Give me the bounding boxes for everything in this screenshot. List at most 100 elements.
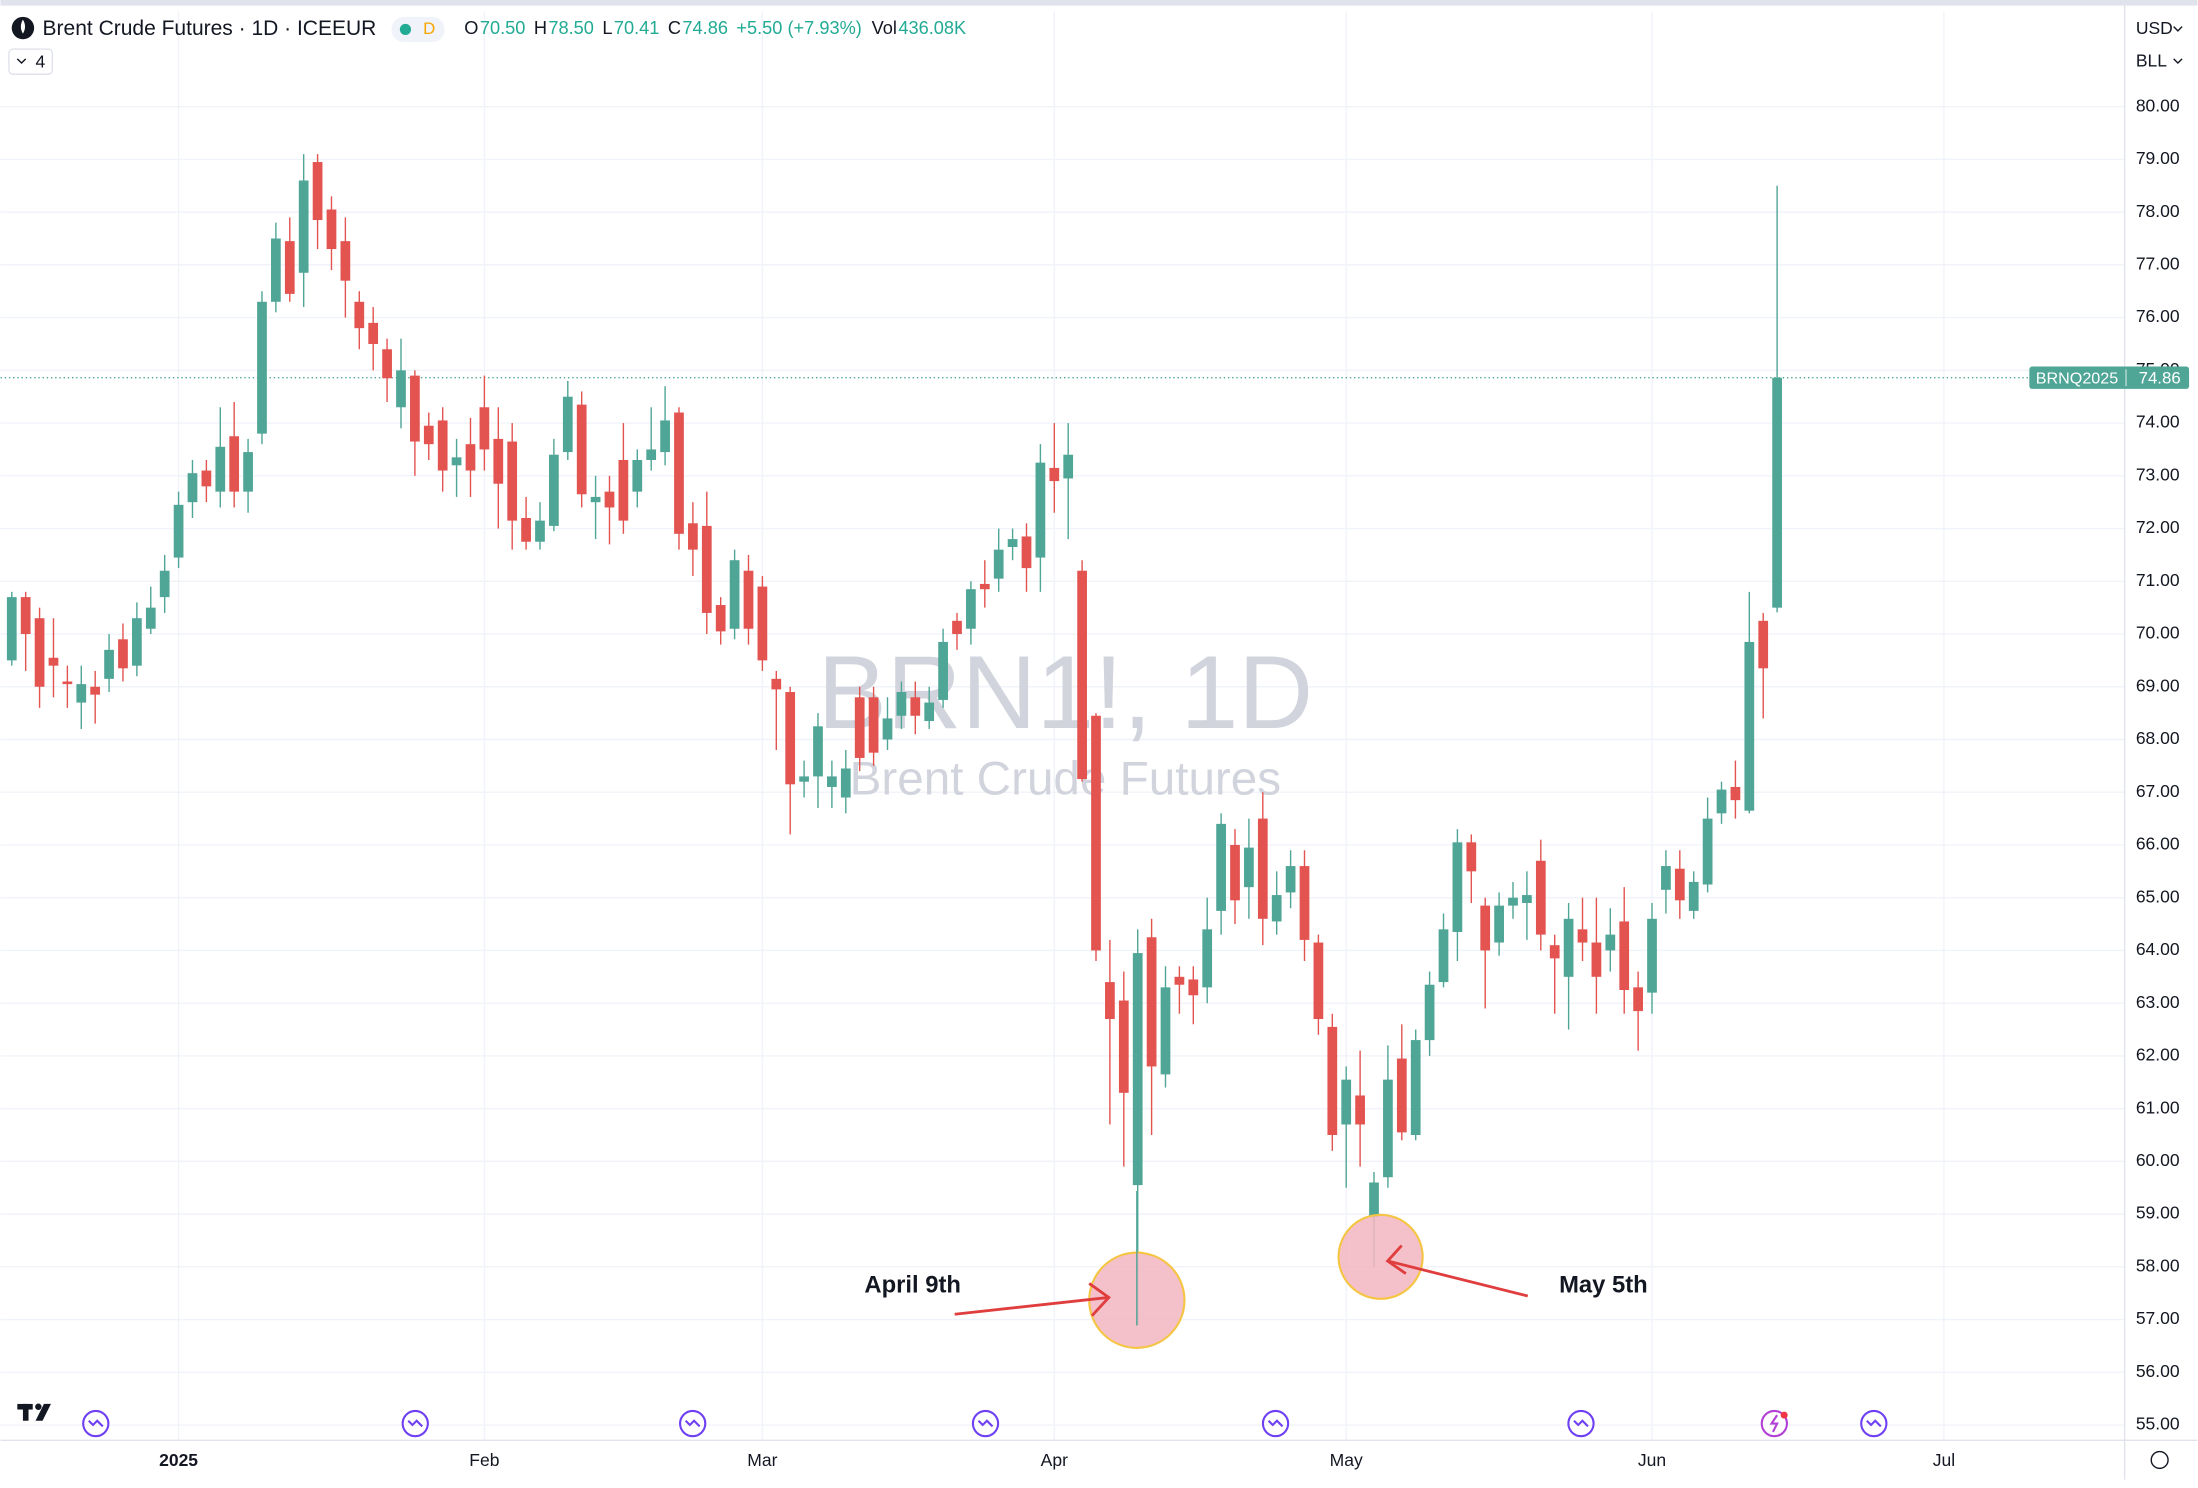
event-alert-dot: [1780, 1411, 1788, 1419]
watermark-subtitle: Brent Crude Futures: [850, 752, 1281, 805]
candle-body: [145, 607, 156, 629]
candle-body: [20, 597, 31, 635]
price-axis: 55.00 56.00 57.00 58.00 59.00 60.00 61.00 62.00…: [2029, 95, 2190, 1434]
candle-body: [1077, 570, 1087, 780]
candle-body: [1480, 905, 1491, 951]
candle-body: [1494, 905, 1504, 943]
y-tick-label: 59.00: [2136, 1203, 2180, 1223]
candle-body: [1619, 921, 1630, 990]
legend-label: O: [464, 18, 478, 38]
candle-body: [451, 457, 462, 466]
y-tick-label: 61.00: [2136, 1097, 2180, 1117]
candle-body: [410, 375, 420, 442]
candle-body: [590, 496, 601, 503]
candle-body: [243, 452, 253, 492]
candle-body: [1688, 881, 1699, 911]
candle-body: [1313, 942, 1324, 1019]
symbol-icon-drop: [20, 19, 26, 34]
candle-body: [827, 776, 837, 787]
y-tick-label: 62.00: [2136, 1045, 2180, 1065]
candle-body: [660, 420, 670, 453]
candle-body: [1438, 929, 1449, 983]
candle-body: [924, 702, 935, 722]
candle-body: [1118, 1000, 1129, 1093]
candle-body: [1466, 842, 1477, 872]
candle-body: [1230, 844, 1240, 901]
legend-label: H: [534, 18, 547, 38]
toggle-caret: [16, 58, 27, 65]
y-tick-label: 71.00: [2136, 570, 2180, 590]
x-tick-label: May: [1330, 1450, 1363, 1470]
candle-body: [896, 692, 907, 716]
price-tag-value: 74.86: [2139, 369, 2181, 388]
candle-body: [354, 301, 365, 329]
y-tick-label: 60.00: [2136, 1150, 2180, 1170]
candle-body: [34, 618, 45, 687]
candle-body: [1522, 895, 1532, 903]
candle-body: [1188, 979, 1199, 996]
candle-body: [535, 520, 545, 542]
legend-value: 436.08K: [898, 18, 966, 38]
annotation-circle: [1337, 1213, 1424, 1300]
candle-body: [1396, 1058, 1407, 1133]
indicators-toggle[interactable]: [8, 48, 54, 75]
candle-body: [715, 605, 726, 632]
candle-body: [1007, 539, 1018, 548]
candle-body: [1605, 934, 1616, 951]
symbol-title[interactable]: Brent Crude Futures · 1D · ICEEUR: [43, 17, 377, 40]
annotation-label: April 9th: [864, 1272, 961, 1299]
y-tick-label: 69.00: [2136, 675, 2180, 695]
y-tick-label: 57.00: [2136, 1308, 2180, 1328]
x-tick-label: 2025: [159, 1450, 198, 1470]
candle-body: [1355, 1095, 1365, 1125]
candle-body: [1160, 987, 1171, 1075]
candle-body: [1716, 789, 1727, 814]
candle-body: [76, 684, 87, 703]
candle-body: [118, 639, 128, 669]
candle-body: [1410, 1040, 1421, 1136]
candle-body: [257, 301, 267, 434]
candle-body: [1327, 1026, 1338, 1136]
annotation-label: May 5th: [1559, 1272, 1648, 1299]
ohlc-legend: O 70.50 H 78.50 L 70.41 C 74.86 +5.50 (+7.93%) Vo…: [464, 18, 966, 38]
candle-body: [173, 504, 184, 558]
unit-select[interactable]: BLL: [2136, 50, 2167, 70]
candle-body: [813, 726, 823, 777]
y-tick-label: 65.00: [2136, 886, 2180, 906]
currency-select[interactable]: USD: [2136, 18, 2173, 38]
candle-body: [646, 449, 657, 460]
candle-body: [48, 657, 59, 666]
candle-body: [382, 349, 392, 379]
candle-body: [1271, 895, 1282, 922]
y-tick-label: 64.00: [2136, 939, 2180, 959]
candle-body: [771, 678, 782, 690]
candle-body: [298, 180, 309, 273]
candle-body: [632, 459, 643, 492]
candle-body: [6, 597, 17, 661]
candle-body: [938, 641, 948, 700]
candle-body: [757, 586, 768, 661]
candle-body: [62, 681, 73, 685]
annotation-arrow: [954, 1282, 1111, 1317]
candle-body: [1577, 929, 1588, 943]
price-tag-symbol: BRNQ2025: [2036, 369, 2118, 387]
top-border: [0, 0, 2198, 6]
candle-body: [1299, 866, 1310, 940]
candle-body: [1383, 1079, 1393, 1178]
candle-body: [187, 473, 198, 503]
candle-body: [507, 441, 518, 521]
settings-icon[interactable]: [2150, 1450, 2169, 1470]
candle-body: [1535, 860, 1546, 935]
y-tick-label: 72.00: [2136, 517, 2180, 537]
event-icons[interactable]: [82, 1409, 1888, 1438]
candle-body: [1216, 823, 1226, 911]
candle-body: [1647, 918, 1657, 993]
candle-body: [1508, 897, 1518, 906]
candle-body: [701, 525, 712, 613]
candle-body: [1424, 984, 1435, 1041]
candle-body: [1633, 987, 1643, 1012]
x-tick-label: Jun: [1638, 1450, 1666, 1470]
candle-body: [159, 570, 170, 598]
candle-body: [437, 420, 448, 471]
candle-body: [1244, 847, 1254, 888]
